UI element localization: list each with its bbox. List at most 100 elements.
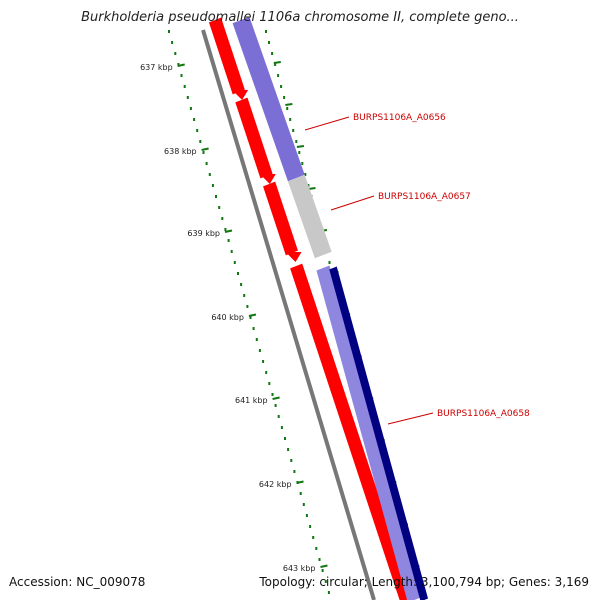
minor-tick [268,382,271,385]
gene-label: BURPS1106A_A0658 [437,409,530,419]
minor-tick [199,140,202,143]
minor-tick [293,470,296,473]
minor-tick [171,41,174,44]
tick-label: 639 kbp [187,229,220,238]
minor-tick-right [268,41,270,44]
minor-tick-right [295,140,298,143]
minor-tick [193,118,196,121]
minor-tick-right [274,63,277,66]
minor-tick [243,294,246,297]
minor-tick [290,459,293,462]
gene-arrowhead [232,90,249,100]
major-tick [224,229,233,233]
minor-tick [168,30,170,33]
minor-tick-right [265,30,267,33]
minor-tick [315,547,318,550]
minor-tick-right [301,162,304,165]
major-tick [272,396,280,400]
gene-A0656-track [232,16,305,182]
minor-tick [284,437,286,440]
minor-tick [327,591,330,594]
minor-tick [280,426,283,429]
gene-arrow [263,181,298,256]
minor-tick [309,525,312,528]
minor-tick [287,448,290,451]
major-tick [248,313,257,317]
minor-tick [177,63,180,66]
minor-tick [230,250,233,253]
minor-tick [246,305,249,308]
major-tick-right [296,145,305,148]
minor-tick [221,217,224,220]
tick-label: 641 kbp [235,396,268,405]
tick-label: 638 kbp [164,147,197,156]
major-tick [201,147,209,151]
minor-tick [271,393,274,396]
minor-tick [302,503,305,506]
gene-callout-line [387,412,434,425]
minor-tick [252,327,255,330]
tick-label: 637 kbp [140,63,173,72]
minor-tick-right [277,74,280,77]
accession-text: Accession: NC_009078 [9,575,146,589]
minor-tick-right [286,107,289,110]
minor-tick [196,129,199,132]
minor-tick [299,492,302,495]
minor-tick [186,96,189,99]
minor-tick [224,228,227,231]
minor-tick [277,415,280,418]
gene-label: BURPS1106A_A0656 [353,113,446,123]
gene-A0658-reverse [329,266,429,600]
minor-tick [321,569,324,572]
major-tick-right [273,61,281,64]
minor-tick [255,338,258,341]
major-tick [177,63,185,67]
minor-tick [305,514,308,517]
minor-tick [227,239,230,242]
minor-tick [202,151,205,154]
genome-summary-text: Topology: circular; Length: 3,100,794 bp… [259,575,589,589]
minor-tick-right [289,118,292,121]
minor-tick [324,580,327,583]
minor-tick [274,404,277,407]
minor-tick [218,206,221,209]
minor-tick [174,52,177,55]
major-tick-right [285,103,293,106]
gene-A0658-track [316,265,421,600]
gene-callout-line [330,195,375,211]
gene-callout-line [304,116,350,131]
minor-tick [318,558,321,561]
minor-tick [215,195,217,198]
minor-tick [233,261,236,264]
gene-A0657-track [287,174,332,259]
minor-tick-right [292,129,295,132]
minor-tick-right [280,85,283,88]
minor-tick [258,349,261,352]
gene-label: BURPS1106A_A0657 [378,192,471,202]
minor-tick-right [298,151,301,154]
minor-tick [211,184,214,187]
map-title: Burkholderia pseudomallei 1106a chromoso… [81,10,519,25]
minor-tick-right [283,96,286,99]
tick-label: 642 kbp [259,480,292,489]
minor-tick [205,162,208,165]
gene-arrow [208,17,245,95]
backbone-line [201,29,376,600]
gene-arrowhead [259,174,276,184]
minor-tick [312,536,315,539]
tick-label: 640 kbp [211,313,244,322]
gene-arrowhead [285,252,302,262]
minor-tick-right [328,261,331,264]
minor-tick [180,74,183,77]
tick-label: 643 kbp [283,564,316,573]
minor-tick [237,272,239,275]
minor-tick [183,85,186,88]
minor-tick [262,360,265,363]
minor-tick [265,371,268,374]
minor-tick [189,107,192,110]
gene-arrow [235,97,273,179]
minor-tick-right [304,173,307,176]
minor-tick [208,173,211,176]
